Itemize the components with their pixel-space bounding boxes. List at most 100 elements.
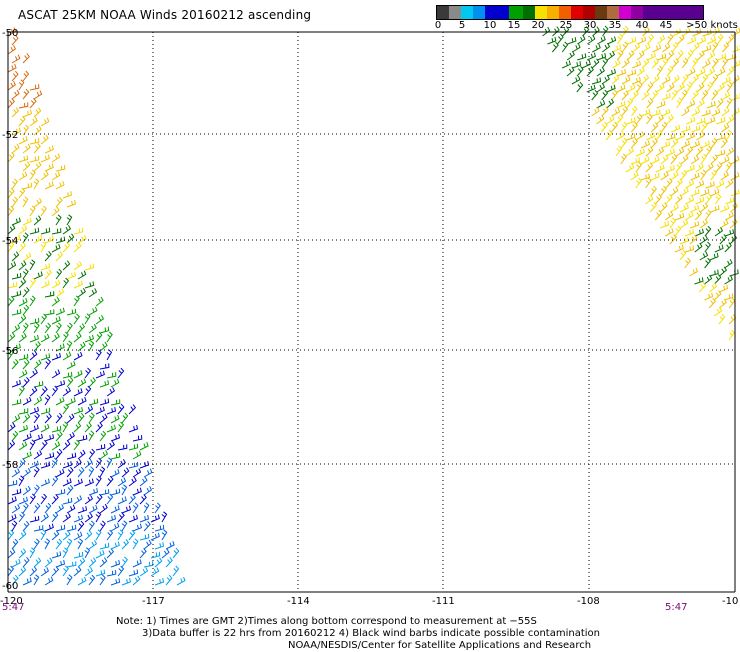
wind-barb [622,106,628,116]
wind-barb [96,444,105,450]
wind-barb [563,26,569,36]
wind-barb [41,135,48,144]
wind-barb [67,215,72,225]
wind-barb [41,171,48,180]
wind-barb [30,117,37,126]
wind-barb [89,341,94,351]
wind-barb [63,332,68,342]
wind-barb [67,377,73,387]
wind-barb [133,576,140,585]
wind-barb [660,221,669,228]
wind-barb [696,118,705,125]
wind-barb [85,567,92,576]
wind-barb [641,174,650,180]
wind-barb [74,228,83,234]
wind-barb [56,469,64,477]
wind-barb [52,244,60,252]
wind-barb [636,178,642,188]
wind-barb [52,353,60,360]
wind-barb [702,110,711,116]
wind-barb [118,478,126,487]
wind-barb [626,164,634,172]
wind-barb [67,200,75,207]
wind-barb [730,203,737,212]
wind-barb [56,380,65,387]
footer-notes: Note: 1) Times are GMT 2)Times along bot… [116,616,600,652]
wind-barb [730,235,737,244]
wind-barb [656,147,664,156]
wind-barb [34,91,42,100]
wind-barb [686,180,694,188]
wind-barb [583,26,589,36]
wind-barb [74,261,81,270]
wind-barb [52,494,58,504]
wind-barb [670,218,675,228]
wind-barb [657,101,665,108]
wind-barb [19,298,27,306]
wind-barb [726,147,733,156]
wind-barb [686,165,694,172]
wind-barb [41,314,46,324]
wind-barb [626,117,635,124]
wind-barb [100,504,107,513]
wind-barb [672,58,678,68]
wind-barb [12,539,18,549]
wind-barb [676,162,682,172]
wind-barb [686,117,694,124]
wind-barb [52,551,61,558]
wind-barb [681,170,687,180]
wind-barb [144,486,151,495]
wind-barb [715,227,722,236]
wind-barb [30,567,37,577]
wind-barb [100,380,109,387]
wind-barb [74,388,82,396]
wind-barb [666,165,675,172]
wind-barb [96,570,105,577]
wind-barb [607,69,615,76]
wind-barb [74,370,82,378]
wind-barb [144,503,149,513]
wind-barb [672,75,679,84]
wind-barb [716,134,725,140]
wind-barb [118,404,124,414]
wind-barb [652,45,660,52]
wind-barb [63,225,70,234]
wind-barb [67,539,72,549]
wind-barb [671,187,678,196]
wind-barb [34,198,41,207]
wind-barb [45,323,51,333]
wind-barb [721,123,728,132]
wind-barb [122,468,129,477]
wind-barb [657,66,662,76]
wind-barb [52,458,57,468]
wind-barb [118,444,127,450]
wind-barb [8,296,14,306]
wind-barb [96,350,101,360]
wind-barb [696,147,703,156]
wind-barb [34,143,40,153]
wind-barb [691,189,700,196]
wind-barb [67,414,74,423]
wind-barb [34,485,39,495]
wind-barb [12,324,20,333]
wind-barb [716,162,722,172]
wind-barb [665,195,672,205]
wind-barb [23,557,29,567]
wind-barb [100,450,107,459]
wind-barb [587,53,595,61]
wind-barb [67,361,75,369]
wind-barb [45,524,53,531]
wind-barb [41,386,47,396]
wind-barb [657,53,666,60]
wind-barb [122,521,127,531]
wind-barb [19,476,24,486]
wind-barb [129,494,135,504]
wind-barb [85,335,93,342]
wind-barb [23,452,31,460]
wind-barb [8,480,17,486]
wind-barb [722,107,729,116]
wind-barb [63,461,72,468]
wind-barb [19,386,24,396]
wind-barb [717,99,723,109]
wind-barb [63,498,72,504]
